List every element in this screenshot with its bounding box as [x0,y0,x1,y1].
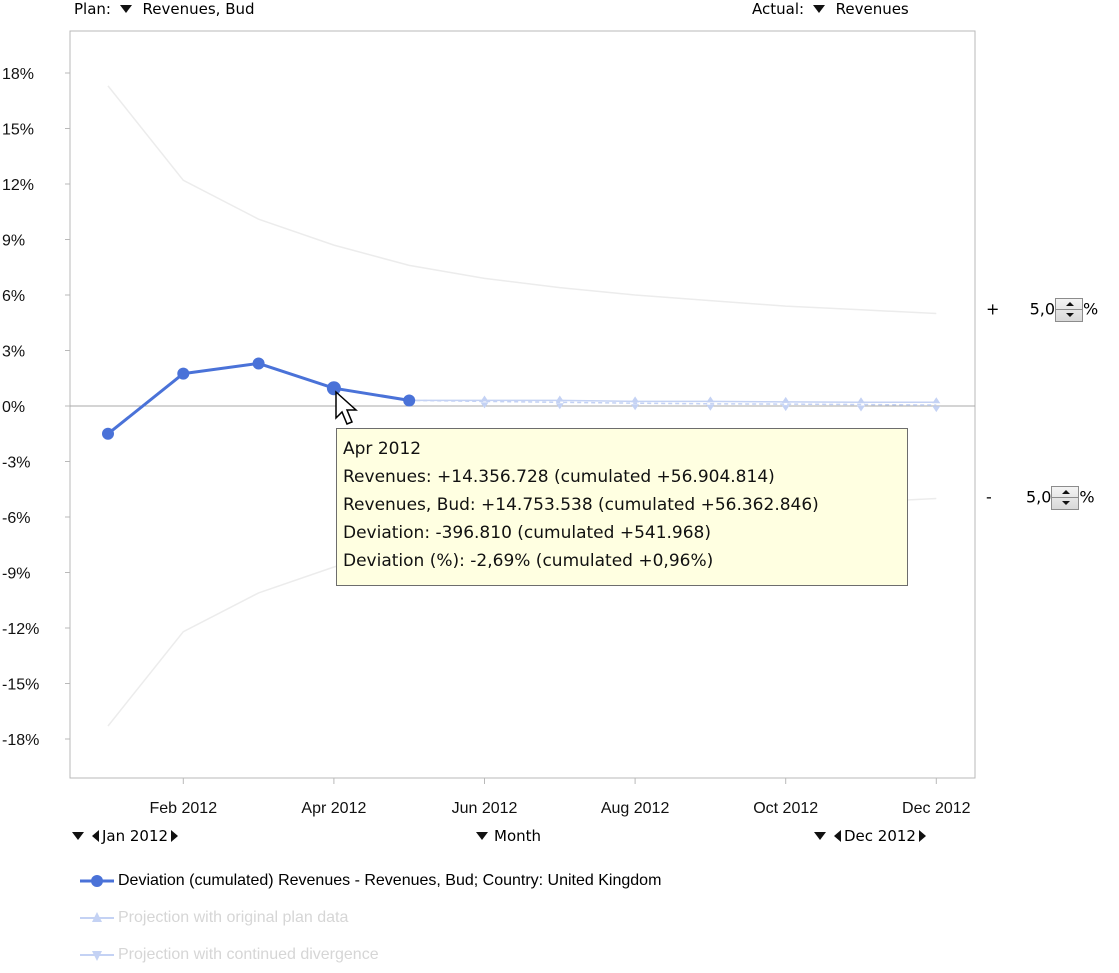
projection-divergence-point [706,404,715,411]
x-tick-label: Dec 2012 [902,800,971,817]
y-tick-label: -3% [2,455,30,472]
y-tick-label: -6% [2,510,30,527]
tooltip-line: Deviation: -396.810 (cumulated +541.968) [343,523,712,543]
projection-plan-point [480,395,489,402]
plan-value: Revenues, Bud [142,0,255,18]
end-next-icon[interactable] [918,829,926,842]
legend-item-deviation[interactable]: Deviation (cumulated) Revenues - Revenue… [80,872,661,890]
projection-line [409,399,937,404]
actual-dropdown-icon[interactable] [812,4,825,13]
legend-item-projection-divergence[interactable]: Projection with continued divergence [80,946,379,964]
upper-threshold-unit: % [1083,299,1099,319]
actual-selector[interactable]: Actual: Revenues [752,0,909,18]
y-tick-label: -18% [2,732,39,749]
tooltip-title: Apr 2012 [343,439,422,459]
projection-divergence-point [480,402,489,409]
projection-plan-point [555,395,564,402]
plan-dropdown-icon[interactable] [119,4,132,13]
range-start-value[interactable]: Jan 2012 [102,827,169,845]
deviation-point [102,427,114,440]
start-dropdown-icon[interactable] [72,831,84,840]
tooltip-line: Revenues: +14.356.728 (cumulated +56.904… [343,467,775,487]
projection-divergence-point [555,403,564,410]
mouse-cursor-icon [335,390,358,425]
y-tick-label: 15% [2,122,34,139]
spinner-down-icon[interactable] [1056,310,1082,321]
actual-label: Actual: [752,0,805,18]
spinner-down-icon[interactable] [1052,498,1078,509]
x-tick-label: Aug 2012 [601,800,670,817]
y-tick-label: 12% [2,177,34,194]
deviation-point [177,367,190,380]
lower-threshold-value: 5,0 [1025,487,1052,507]
granularity-selector[interactable]: Month [472,827,541,845]
lower-threshold: - 5,0% [986,486,1095,510]
y-tick-label: -12% [2,621,39,638]
upper-threshold: + 5,0% [986,298,1098,322]
lower-threshold-spinner[interactable] [1051,486,1080,510]
actual-value: Revenues [835,0,909,18]
deviation-point [326,381,341,396]
legend-label: Deviation (cumulated) Revenues - Revenue… [118,872,662,889]
y-tick-label: 9% [2,233,25,250]
triangle-down-marker-icon [80,950,114,961]
projection-divergence-point [781,405,790,412]
tooltip-line: Deviation (%): -2,69% (cumulated +0,96%) [343,551,714,571]
deviation-point [403,394,416,407]
upper-threshold-sign: + [986,299,1000,319]
projection-divergence-point [932,406,941,413]
data-tooltip: Apr 2012 Revenues: +14.356.728 (cumulate… [336,428,908,586]
lower-threshold-unit: % [1079,487,1095,507]
spinner-up-icon[interactable] [1056,299,1083,310]
projection-plan-point [857,397,865,404]
lower-threshold-sign: - [986,487,992,507]
projection-plan-point [932,397,941,404]
legend-label: Projection with original plan data [118,909,349,926]
plan-selector[interactable]: Plan: Revenues, Bud [74,0,255,18]
projection-line [409,399,937,406]
y-tick-label: -9% [2,566,30,583]
granularity-dropdown-icon[interactable] [476,831,488,840]
upper-threshold-value: 5,0 [1029,299,1056,319]
range-start-control: Jan 2012 [72,827,180,845]
range-end-value[interactable]: Dec 2012 [844,827,916,845]
projection-plan-point [781,396,790,403]
y-tick-label: 0% [2,399,25,416]
x-tick-label: Jun 2012 [452,800,518,817]
range-end-control: Dec 2012 [814,827,928,845]
spinner-up-icon[interactable] [1052,487,1079,498]
projection-plan-point [706,396,715,403]
plan-label: Plan: [74,0,111,18]
x-tick-label: Apr 2012 [301,800,366,817]
upper-tolerance-band [107,85,937,315]
upper-threshold-spinner[interactable] [1055,298,1084,322]
start-prev-icon[interactable] [92,829,99,842]
tooltip-line: Revenues, Bud: +14.753.538 (cumulated +5… [343,495,819,515]
end-prev-icon[interactable] [834,829,841,842]
deviation-line [107,361,410,435]
legend-item-projection-plan[interactable]: Projection with original plan data [80,909,348,927]
y-tick-label: -15% [2,677,39,694]
y-tick-label: 18% [2,66,34,83]
deviation-point [252,357,265,370]
projection-divergence-point [631,404,640,411]
start-next-icon[interactable] [171,829,179,842]
projection-divergence-point [857,405,865,412]
y-tick-label: 6% [2,288,25,305]
x-tick-label: Oct 2012 [753,800,818,817]
x-tick-label: Feb 2012 [149,800,217,817]
granularity-value: Month [494,827,542,845]
plot-frame [69,30,976,779]
legend-label: Projection with continued divergence [118,946,379,963]
end-dropdown-icon[interactable] [814,831,826,840]
circle-marker-icon [80,874,114,887]
triangle-up-marker-icon [80,911,114,922]
projection-plan-point [631,396,640,403]
y-tick-label: 3% [2,344,25,361]
